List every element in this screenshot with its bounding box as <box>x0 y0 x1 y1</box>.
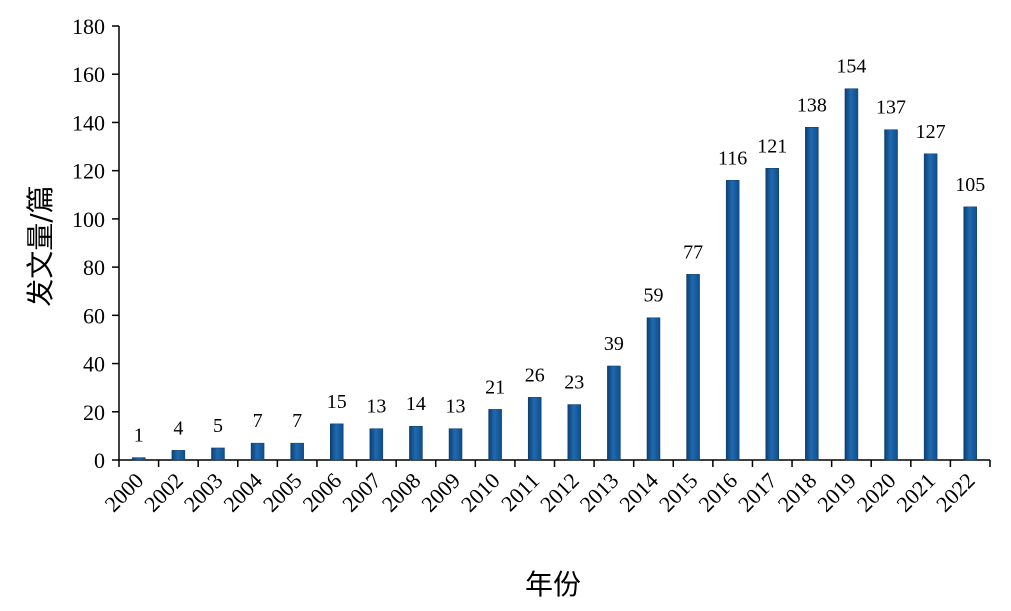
data-label: 5 <box>213 415 223 437</box>
data-label: 15 <box>327 391 347 413</box>
data-label: 23 <box>564 372 584 394</box>
x-tick-label: 2009 <box>416 468 465 517</box>
bar <box>725 180 740 461</box>
bar <box>250 442 265 461</box>
x-axis: 2000200220032004200520062007200820092010… <box>100 459 991 517</box>
data-label: 7 <box>253 410 263 432</box>
data-label: 121 <box>757 135 787 157</box>
data-label: 39 <box>604 333 624 355</box>
x-tick-label: 2018 <box>773 468 822 517</box>
x-axis-title: 年份 <box>525 568 581 601</box>
bar <box>805 127 819 461</box>
x-tick-label: 2012 <box>535 468 584 517</box>
y-tick-label: 60 <box>83 303 105 328</box>
x-tick-label: 2013 <box>575 468 624 517</box>
bar <box>409 425 423 461</box>
y-tick-label: 20 <box>83 400 105 425</box>
data-label: 116 <box>718 147 747 169</box>
data-label: 137 <box>876 97 906 119</box>
bar <box>686 274 700 461</box>
data-label: 77 <box>683 241 703 263</box>
bar <box>963 206 977 461</box>
bar <box>527 397 542 461</box>
bar <box>488 409 502 461</box>
y-axis: 0 20 40 60 80 100 120 140 160 180 <box>72 14 120 473</box>
x-tick-label: 2002 <box>139 468 188 517</box>
data-label: 127 <box>916 121 946 143</box>
data-label: 13 <box>446 396 466 418</box>
bar <box>567 404 582 461</box>
bar <box>290 442 304 461</box>
data-label: 59 <box>643 285 663 307</box>
data-label: 13 <box>366 396 386 418</box>
bars <box>132 88 977 461</box>
x-tick-label: 2004 <box>218 468 267 517</box>
x-tick-label: 2015 <box>654 468 703 517</box>
x-tick-label: 2022 <box>931 468 980 517</box>
x-tick-label: 2007 <box>337 468 386 517</box>
x-tick-label: 2008 <box>377 468 426 517</box>
x-tick-label: 2017 <box>733 468 782 517</box>
bar <box>884 129 898 461</box>
data-label: 26 <box>525 364 545 386</box>
x-tick-label: 2014 <box>614 468 663 517</box>
bar <box>132 457 146 461</box>
y-tick-label: 80 <box>83 255 105 280</box>
y-tick-label: 140 <box>72 110 105 135</box>
y-tick-label: 0 <box>94 448 105 473</box>
x-tick-label: 2016 <box>693 468 742 517</box>
bar <box>171 450 186 461</box>
bar <box>448 428 463 461</box>
data-label: 4 <box>173 417 183 439</box>
y-tick-label: 120 <box>72 159 105 184</box>
bar <box>646 317 661 461</box>
bar <box>607 365 621 461</box>
bar <box>765 168 779 461</box>
data-label: 14 <box>406 393 426 415</box>
data-label: 7 <box>292 410 302 432</box>
x-tick-label: 2019 <box>812 468 861 517</box>
x-tick-label: 2003 <box>179 468 228 517</box>
x-tick-label: 2005 <box>258 468 307 517</box>
y-tick-label: 160 <box>72 62 105 87</box>
data-label: 154 <box>836 56 866 78</box>
x-tick-label: 2006 <box>297 468 346 517</box>
data-label: 1 <box>134 425 144 447</box>
data-label: 105 <box>955 174 985 196</box>
data-label: 138 <box>797 94 827 116</box>
bar <box>923 153 938 461</box>
x-tick-label: 2000 <box>100 468 149 517</box>
y-axis-title: 发文量/篇 <box>24 185 57 306</box>
data-label: 21 <box>485 376 505 398</box>
y-tick-label: 40 <box>83 352 105 377</box>
x-tick-label: 2010 <box>456 468 505 517</box>
y-tick-label: 180 <box>72 14 105 39</box>
bar <box>211 447 225 461</box>
bar <box>844 88 859 461</box>
y-tick-label: 100 <box>72 207 105 232</box>
bar <box>330 423 344 461</box>
x-tick-label: 2011 <box>496 468 544 516</box>
x-tick-label: 2020 <box>852 468 901 517</box>
bar <box>369 428 384 461</box>
x-tick-label: 2021 <box>891 468 940 517</box>
